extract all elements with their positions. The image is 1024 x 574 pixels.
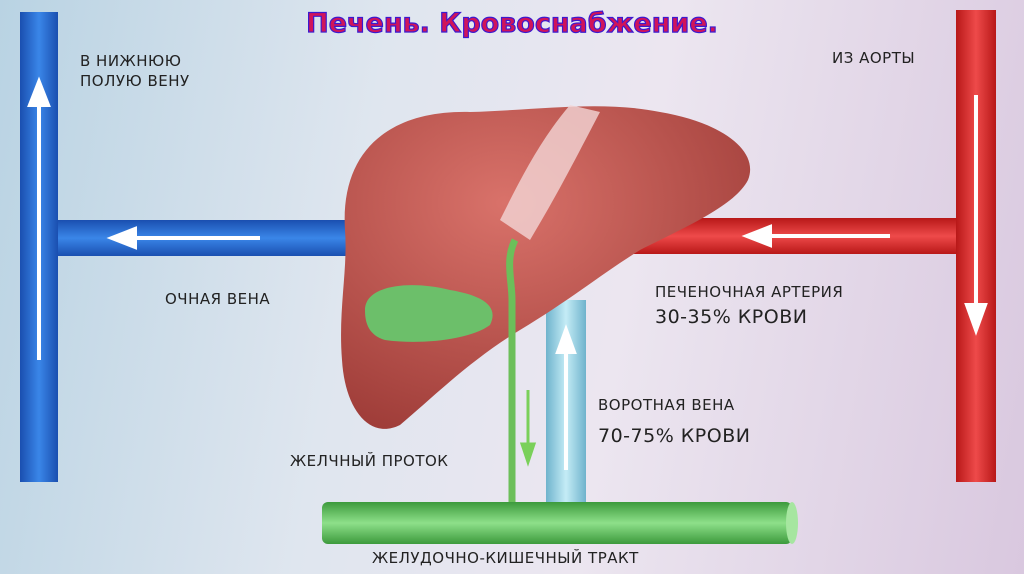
bile-duct bbox=[506, 238, 519, 502]
page-title: Печень. Кровоснабжение. bbox=[306, 7, 719, 39]
gallbladder bbox=[365, 285, 493, 342]
arrow-down-icon bbox=[964, 95, 988, 336]
arrow-down-icon bbox=[519, 390, 537, 467]
arrow-left-icon bbox=[741, 224, 890, 248]
hepatic-artery-label: ПЕЧЕНОЧНАЯ АРТЕРИЯ bbox=[655, 283, 844, 301]
gi-tract bbox=[322, 502, 792, 544]
bile-duct-label: ЖЕЛЧНЫЙ ПРОТОК bbox=[290, 452, 449, 470]
ivc-label-line1: В НИЖНЮЮ bbox=[80, 52, 182, 70]
ivc-label-line2: ПОЛУЮ ВЕНУ bbox=[80, 72, 190, 90]
hepatic-artery-share: 30-35% КРОВИ bbox=[655, 306, 808, 328]
gi-tract-label: ЖЕЛУДОЧНО-КИШЕЧНЫЙ ТРАКТ bbox=[372, 549, 639, 567]
arrow-up-icon bbox=[27, 76, 51, 360]
portal-vein-label: ВОРОТНАЯ ВЕНА bbox=[598, 396, 735, 414]
arrow-up-icon bbox=[555, 324, 577, 470]
aorta-label: ИЗ АОРТЫ bbox=[832, 49, 916, 67]
liver bbox=[341, 106, 751, 429]
arrow-left-icon bbox=[106, 226, 260, 250]
portal-vein-share: 70-75% КРОВИ bbox=[598, 425, 751, 447]
hepatic-vein-label: ОЧНАЯ ВЕНА bbox=[165, 290, 271, 308]
